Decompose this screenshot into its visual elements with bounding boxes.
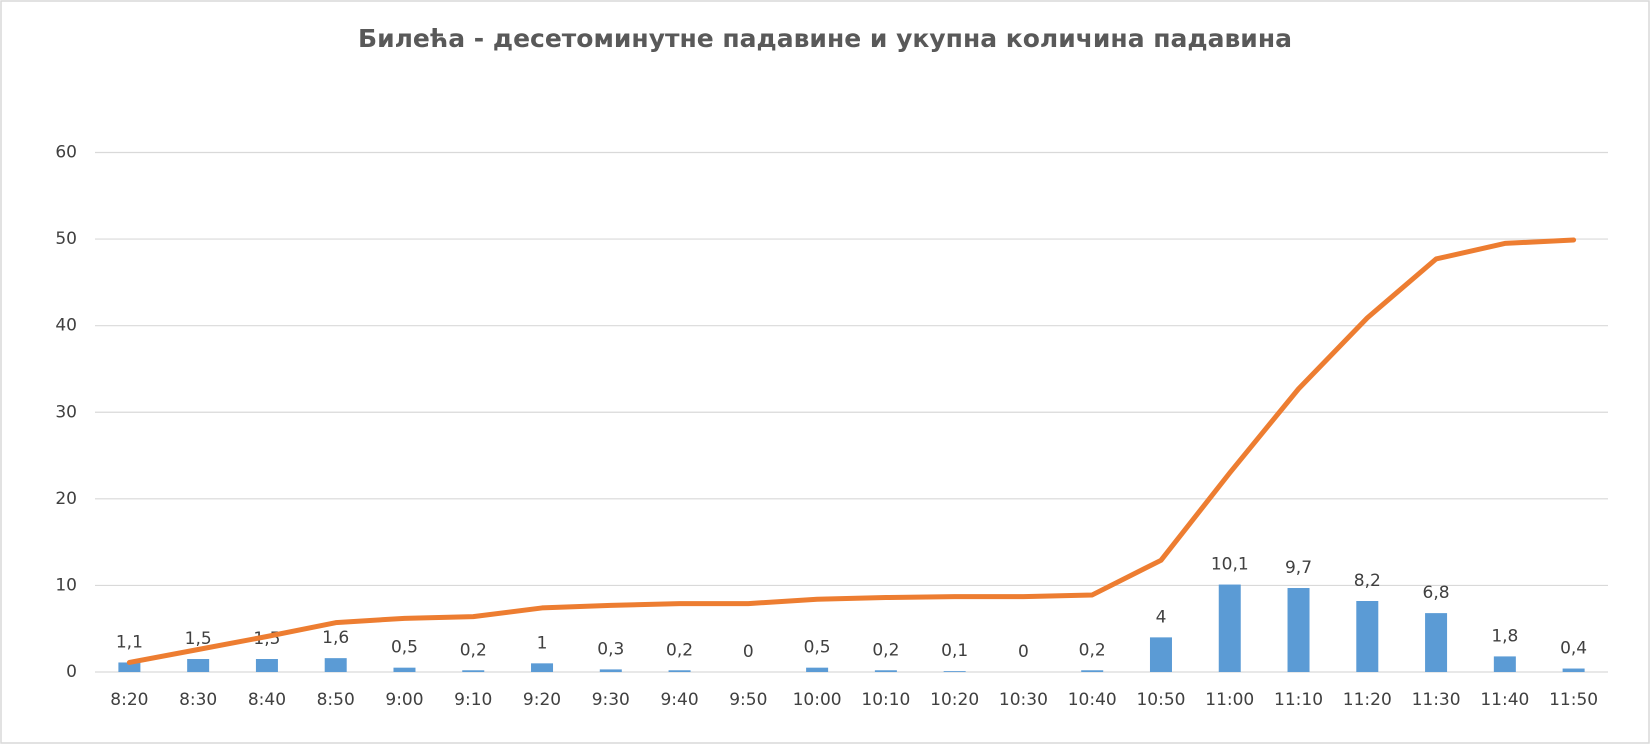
bar — [874, 670, 897, 672]
x-tick-label: 11:40 — [1480, 690, 1529, 710]
x-tick-label: 10:00 — [793, 690, 842, 710]
data-label: 0,5 — [391, 638, 418, 658]
x-tick-label: 9:50 — [729, 690, 767, 710]
data-label: 1 — [537, 633, 548, 653]
x-tick-label: 9:00 — [385, 690, 423, 710]
x-tick-label: 9:20 — [523, 690, 561, 710]
y-tick-label: 10 — [55, 575, 77, 595]
x-tick-label: 10:20 — [930, 690, 979, 710]
bar — [393, 667, 416, 672]
data-label: 9,7 — [1285, 558, 1312, 578]
x-tick-label: 8:30 — [179, 690, 217, 710]
data-label: 1,6 — [322, 628, 349, 648]
data-label: 1,5 — [185, 629, 212, 649]
x-tick-label: 8:50 — [317, 690, 355, 710]
bar — [187, 659, 210, 672]
data-label: 0,5 — [804, 638, 831, 658]
bar — [255, 659, 278, 672]
bar — [118, 662, 141, 672]
bar — [1287, 588, 1310, 672]
y-tick-label: 0 — [66, 662, 77, 682]
data-label: 0 — [743, 642, 754, 662]
data-label: 4 — [1156, 607, 1167, 627]
data-label: 10,1 — [1211, 555, 1249, 575]
data-label: 0,4 — [1560, 639, 1587, 659]
x-tick-label: 11:10 — [1274, 690, 1323, 710]
y-tick-label: 50 — [55, 229, 77, 249]
x-tick-label: 8:20 — [110, 690, 148, 710]
x-tick-label: 10:50 — [1136, 690, 1185, 710]
bar — [943, 671, 966, 672]
y-tick-label: 30 — [55, 402, 77, 422]
bar — [806, 667, 829, 672]
bar — [324, 658, 347, 672]
bar — [1218, 584, 1241, 672]
y-tick-label: 60 — [55, 143, 77, 163]
line — [126, 237, 1577, 665]
x-tick-label: 9:10 — [454, 690, 492, 710]
x-tick-label: 11:50 — [1549, 690, 1598, 710]
bar — [462, 670, 485, 672]
data-label: 6,8 — [1423, 583, 1450, 603]
bar — [599, 669, 622, 672]
x-tick-label: 11:30 — [1412, 690, 1461, 710]
bar — [531, 663, 554, 672]
bar — [1356, 601, 1379, 672]
bar — [1493, 656, 1516, 672]
x-tick-label: 8:40 — [248, 690, 286, 710]
chart-title: Билећа - десетоминутне падавине и укупна… — [358, 24, 1292, 53]
data-label: 0 — [1018, 642, 1029, 662]
data-label: 0,2 — [1079, 640, 1106, 660]
data-label: 0,1 — [941, 641, 968, 661]
bar — [1425, 613, 1448, 672]
data-label: 1,1 — [116, 632, 143, 652]
x-tick-label: 10:10 — [861, 690, 910, 710]
x-tick-label: 10:30 — [999, 690, 1048, 710]
y-tick-label: 40 — [55, 316, 77, 336]
x-tick-label: 9:40 — [660, 690, 698, 710]
data-label: 1,8 — [1491, 626, 1518, 646]
bar — [668, 670, 691, 672]
data-label: 0,2 — [666, 640, 693, 660]
data-label: 0,2 — [460, 640, 487, 660]
data-label: 0,2 — [872, 640, 899, 660]
y-tick-label: 20 — [55, 489, 77, 509]
bar — [1149, 637, 1172, 672]
bar — [1081, 670, 1104, 672]
x-tick-label: 10:40 — [1068, 690, 1117, 710]
x-tick-label: 9:30 — [592, 690, 630, 710]
x-tick-label: 11:00 — [1205, 690, 1254, 710]
data-label: 8,2 — [1354, 571, 1381, 591]
x-tick-label: 11:20 — [1343, 690, 1392, 710]
bar — [1562, 668, 1585, 672]
data-label: 0,3 — [597, 639, 624, 659]
